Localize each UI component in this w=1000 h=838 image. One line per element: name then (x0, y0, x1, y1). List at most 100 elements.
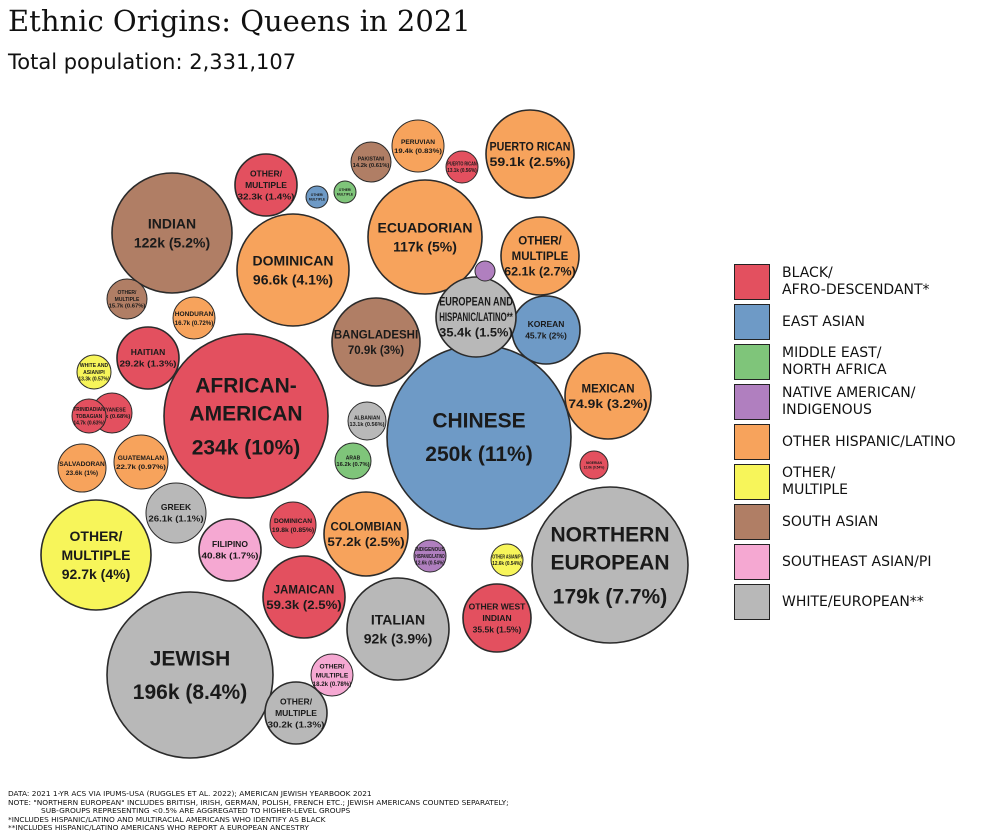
bubble-value: 74.9k (3.2%) (568, 399, 647, 411)
bubble-other-multiple: OTHER/MULTIPLE 92.7k (4%) (40, 499, 152, 611)
bubble-value: 35.5k (1.5%) (473, 624, 522, 634)
bubble-label: GREEK (161, 502, 192, 512)
bubble-circle (564, 352, 652, 440)
bubble-value: 35.4k (1.5%) (439, 328, 513, 340)
bubble-european-and-hispanic-latino: EUROPEAN AND HISPANIC/LATINO** 35.4k (1.5%… (435, 276, 517, 358)
bubble-value: 14.2k (0.61%) (353, 163, 390, 169)
bubble-italian: ITALIAN 92k (3.9%) (346, 577, 450, 681)
bubble-value: 19.8k (0.85%) (272, 527, 314, 534)
bubble-circle (413, 539, 447, 573)
bubble-label: NIGERIAN (586, 461, 603, 465)
legend-item-white: WHITE/EUROPEAN** (734, 584, 996, 624)
bubble-value: 250k (11%) (425, 443, 532, 466)
bubble-label: HISPANIC/LATINO** (439, 312, 513, 324)
bubble-value: 30.2k (1.3%) (267, 719, 324, 729)
legend-item-east-asian: EAST ASIAN (734, 304, 996, 344)
bubble-label: MULTIPLE (337, 192, 354, 196)
bubble-circle (145, 482, 207, 544)
bubble-bangladeshi: BANGLADESHI 70.9k (3%) (331, 297, 421, 387)
bubble-peruvian: PERUVIAN 19.4k (0.83%) (391, 119, 445, 173)
bubble-circle (435, 276, 517, 358)
bubble-value: 117k (5%) (393, 238, 457, 254)
bubble-label: OTHER/ (280, 697, 313, 707)
bubble-value: 26.1k (1.1%) (148, 514, 203, 524)
bubble-label: HAITIAN (131, 347, 165, 357)
bubble-value: 13.1k (0.56%) (350, 422, 385, 428)
bubble-value: 59.1k (2.5%) (490, 157, 571, 169)
bubble-circle (347, 401, 387, 441)
bubble-circle (71, 398, 107, 434)
bubble-label: CHINESE (432, 410, 525, 433)
bubble-circle (462, 583, 532, 653)
bubble-circle (331, 297, 421, 387)
legend-swatch (734, 544, 770, 580)
bubble-circle (116, 326, 180, 390)
note-northern-european: NOTE: "NORTHERN EUROPEAN" INCLUDES BRITI… (8, 797, 509, 807)
bubble-haitian: HAITIAN 29.2k (1.3%) (116, 326, 180, 390)
bubble-value: 57.2k (2.5%) (327, 537, 404, 549)
bubble-value: 45.7k (2%) (525, 331, 567, 341)
bubble-label: INDIGENOUS (415, 547, 445, 553)
legend-swatch (734, 424, 770, 460)
bubble-circle (333, 180, 357, 204)
legend-swatch (734, 464, 770, 500)
bubble-value: 22.7k (0.97%) (116, 464, 166, 471)
bubble-label: OTHER ASIAN/PI (492, 554, 522, 560)
bubble-value: 19.4k (0.83%) (394, 148, 442, 155)
legend-item-mena: MIDDLE EAST/ NORTH AFRICA (734, 344, 996, 384)
bubble-circle (269, 501, 317, 549)
bubble-label: TRINIDADIAN (73, 407, 105, 413)
bubble-label: TOBAGIAN (76, 414, 103, 420)
bubble-label: JAMAICAN (274, 584, 335, 596)
bubble-value: 40.8k (1.7%) (201, 551, 258, 561)
note-subgroups: SUB-GROUPS REPRESENTING <0.5% ARE AGGREG… (41, 806, 351, 815)
legend: BLACK/ AFRO-DESCENDANT* EAST ASIAN MIDDLE … (734, 264, 996, 624)
bubble-circle (490, 543, 524, 577)
legend-label: NATIVE AMERICAN/ INDIGENOUS (782, 385, 916, 418)
legend-label: WHITE/EUROPEAN** (782, 593, 924, 610)
bubble-circle (350, 141, 392, 183)
bubble-value: 15.9k (0.68%) (94, 414, 131, 420)
bubble-label: OTHER/ (311, 193, 324, 197)
bubble-label: OTHER/ (70, 528, 123, 544)
bubble-chart: CHINESE 250k (11%) AFRICAN- AMERICAN 234k (1… (40, 109, 689, 759)
bubble-value: 122k (5.2%) (134, 234, 210, 250)
bubble-salvadoran: SALVADORAN 23.6k (1%) (57, 443, 107, 493)
bubble-label: COLOMBIAN (331, 521, 402, 533)
note-european-footnote: **INCLUDES HISPANIC/LATINO AMERICANS WHO… (8, 823, 309, 832)
bubble-label: MULTIPLE (309, 197, 326, 201)
legend-swatch (734, 504, 770, 540)
bubble-value: 62.1k (2.7%) (504, 267, 576, 279)
bubble-indian: INDIAN 122k (5.2%) (111, 172, 233, 294)
bubble-label: PUERTO RICAN (447, 161, 477, 167)
bubble-label: MULTIPLE (512, 251, 569, 263)
note-black-footnote: *INCLUDES HISPANIC/LATINO AND MULTIRACIA… (8, 814, 326, 824)
legend-swatch (734, 584, 770, 620)
bubble-circle (106, 591, 274, 759)
bubble-value: 32.3k (1.4%) (237, 191, 294, 201)
legend-label: SOUTH ASIAN (782, 513, 879, 530)
bubble-circle (445, 150, 479, 184)
bubble-label: MEXICAN (581, 383, 634, 395)
bubble-value: 13.1k (0.56%) (447, 168, 477, 174)
bubble-circle (113, 434, 169, 490)
legend-label: SOUTHEAST ASIAN/PI (782, 553, 932, 570)
bubble-label: INDIAN (148, 215, 196, 231)
legend-label: OTHER/ MULTIPLE (782, 465, 848, 498)
bubble-circle (367, 179, 483, 295)
bubble-circle (531, 486, 689, 644)
bubble-circle (236, 213, 350, 327)
bubble-circle (391, 119, 445, 173)
legend-label: MIDDLE EAST/ NORTH AFRICA (782, 345, 887, 378)
bubble-circle (262, 555, 346, 639)
legend-swatch (734, 264, 770, 300)
legend-item-native: NATIVE AMERICAN/ INDIGENOUS (734, 384, 996, 424)
bubble-circle (500, 216, 580, 296)
legend-item-other: OTHER/ MULTIPLE (734, 464, 996, 504)
bubble-other-multiple: OTHER/MULTIPLE 62.1k (2.7%) (500, 216, 580, 296)
bubble-label: MULTIPLE (115, 297, 140, 303)
